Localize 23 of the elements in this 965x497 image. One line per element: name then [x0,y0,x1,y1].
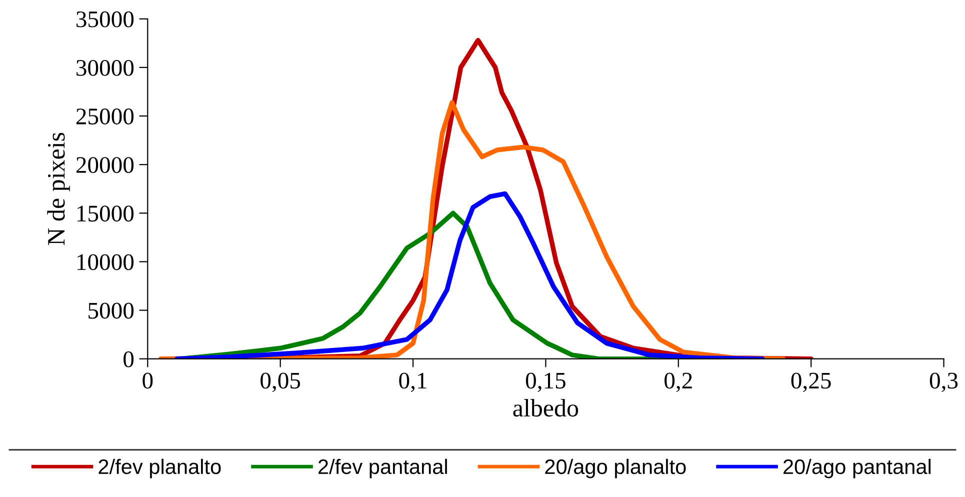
y-tick-label: 5000 [88,302,134,319]
y-tick-label: 35000 [76,11,134,28]
x-tick-label: 0,3 [930,372,958,392]
y-tick-label: 20000 [76,157,134,173]
y-axis-title: N de pixeis [47,132,70,246]
y-tick-label: 0 [124,351,134,368]
x-tick-label: 0,2 [664,372,692,392]
x-tick-label: 0 [142,372,153,389]
y-tick-label: 15000 [78,206,134,222]
x-tick-label: 0,25 [791,372,831,392]
y-tick-label: 30000 [76,60,134,76]
y-tick-label: 10000 [78,254,134,270]
y-tick-label: 25000 [76,108,134,124]
line-series [158,100,786,359]
legend-label: 20/ago pantanal [784,458,931,478]
x-axis-title: albedo [513,398,578,417]
x-tick-label: 0,05 [260,372,300,392]
legend-label: 20/ago planalto [545,458,686,478]
x-tick-label: 0,15 [526,372,566,392]
x-tick-label: 0,1 [399,372,426,392]
legend-label: 2/fev planalto [98,458,221,478]
legend-label: 2/fev pantanal [318,458,447,478]
line-series [174,191,765,359]
